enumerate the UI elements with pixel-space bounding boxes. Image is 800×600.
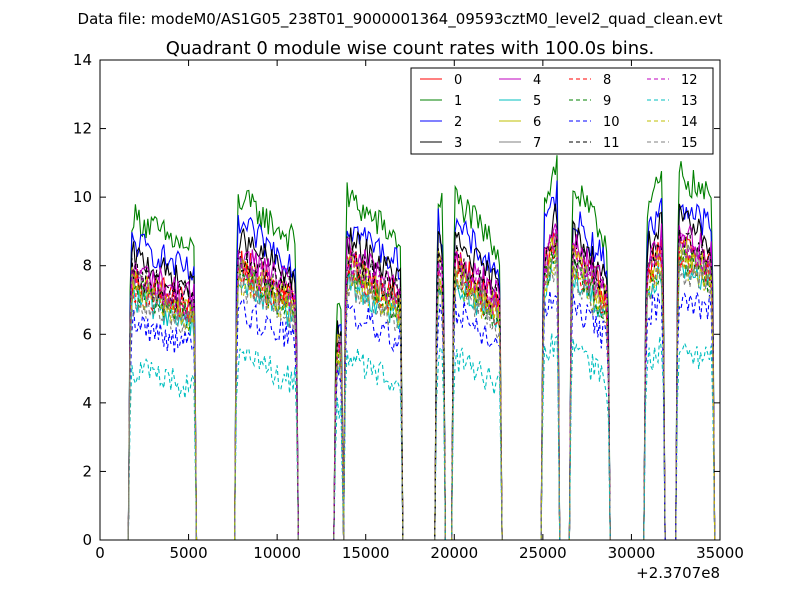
plot-frame bbox=[99, 59, 721, 541]
series-line-3 bbox=[100, 203, 716, 541]
legend-label: 3 bbox=[454, 136, 462, 151]
x-tick-label: 20000 bbox=[430, 544, 478, 562]
x-axis: 0 5000 10000 15000 20000 25000 30000 35000 bbox=[95, 60, 744, 562]
legend-label: 7 bbox=[533, 136, 541, 151]
legend-label: 11 bbox=[603, 136, 620, 151]
series-line-4 bbox=[100, 223, 716, 541]
plot-lines bbox=[100, 155, 716, 541]
legend-label: 10 bbox=[603, 115, 620, 130]
series-line-12 bbox=[100, 229, 716, 541]
legend-label: 2 bbox=[454, 115, 462, 130]
chart-title: Quadrant 0 module wise count rates with … bbox=[166, 38, 655, 59]
x-tick-label: 25000 bbox=[519, 544, 567, 562]
x-tick-label: 0 bbox=[95, 544, 105, 562]
series-line-2 bbox=[100, 180, 716, 541]
series-line-14 bbox=[100, 244, 716, 541]
y-tick-label: 0 bbox=[82, 531, 92, 549]
legend-label: 0 bbox=[454, 73, 462, 88]
legend-label: 4 bbox=[533, 73, 541, 88]
y-tick-label: 4 bbox=[82, 394, 92, 412]
x-offset-label: +2.3707e8 bbox=[636, 564, 720, 582]
series-line-11 bbox=[100, 229, 716, 541]
series-line-6 bbox=[100, 235, 716, 541]
series-line-10 bbox=[100, 290, 716, 541]
y-tick-label: 2 bbox=[82, 462, 92, 480]
x-tick-label: 10000 bbox=[253, 544, 301, 562]
legend-label: 14 bbox=[681, 115, 698, 130]
y-tick-label: 8 bbox=[82, 257, 92, 275]
legend-label: 9 bbox=[603, 94, 611, 109]
legend-label: 8 bbox=[603, 73, 611, 88]
series-line-15 bbox=[100, 246, 716, 541]
y-tick-label: 6 bbox=[82, 325, 92, 343]
legend-label: 12 bbox=[681, 73, 698, 88]
x-tick-label: 5000 bbox=[169, 544, 207, 562]
x-tick-label: 35000 bbox=[696, 544, 744, 562]
series-line-8 bbox=[100, 235, 716, 541]
x-tick-label: 30000 bbox=[608, 544, 656, 562]
x-tick-label: 15000 bbox=[342, 544, 390, 562]
legend-label: 5 bbox=[533, 94, 541, 109]
legend-box bbox=[410, 67, 714, 155]
legend-label: 13 bbox=[681, 94, 698, 109]
figure-suptitle: Data file: modeM0/AS1G05_238T01_90000013… bbox=[78, 10, 723, 29]
legend-label: 1 bbox=[454, 94, 462, 109]
legend-label: 15 bbox=[681, 136, 698, 151]
legend-label: 6 bbox=[533, 115, 541, 130]
y-tick-label: 12 bbox=[73, 120, 92, 138]
y-tick-label: 14 bbox=[73, 51, 92, 69]
y-tick-label: 10 bbox=[73, 188, 92, 206]
series-line-13 bbox=[100, 333, 716, 541]
